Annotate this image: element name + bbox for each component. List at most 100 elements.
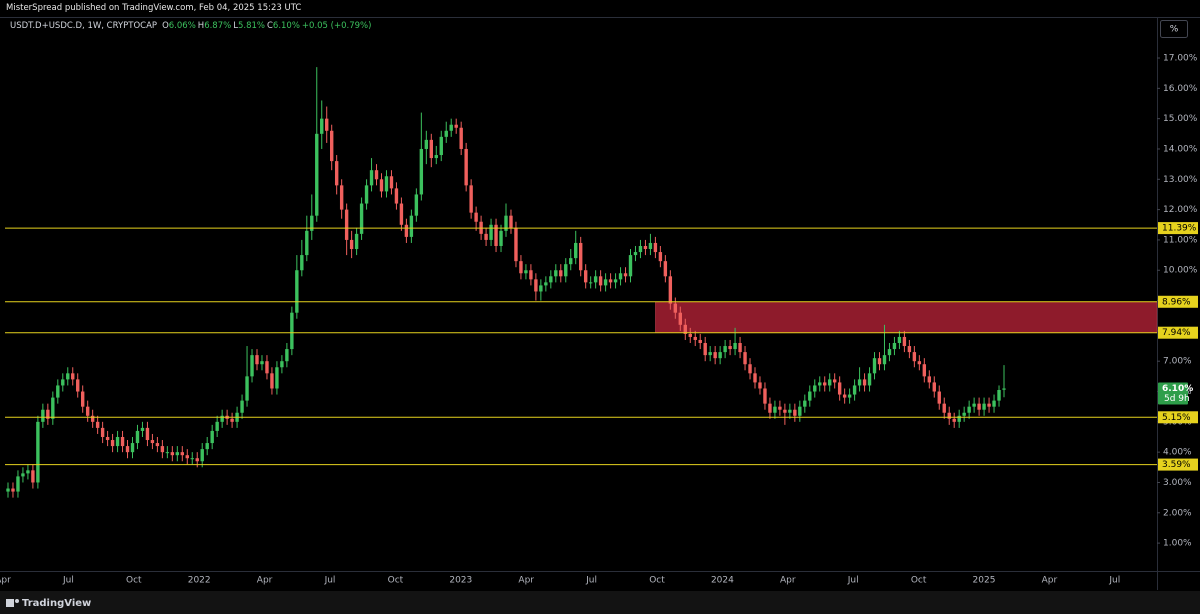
candle-body: [877, 358, 882, 365]
candle-body: [404, 224, 409, 237]
candle-body: [648, 242, 653, 250]
candle-body: [260, 361, 264, 365]
logo-mark: [6, 599, 14, 607]
candle-body: [823, 382, 827, 386]
candle-body: [210, 430, 214, 444]
x-tick-label: Oct: [649, 576, 665, 586]
x-tick-label: 2023: [449, 576, 472, 586]
candle-body: [773, 406, 777, 413]
candle-body: [300, 255, 304, 271]
candle-body: [424, 139, 429, 149]
candle-body: [524, 270, 528, 274]
scale-button-label[interactable]: %: [1170, 25, 1179, 35]
candle-body: [339, 185, 344, 210]
candle-body: [305, 230, 309, 256]
candle-body: [519, 261, 523, 274]
candle-body: [902, 336, 907, 347]
candle-body: [56, 385, 60, 398]
candle-body: [120, 436, 125, 447]
candle-body: [673, 303, 678, 313]
candle-body: [454, 124, 458, 128]
y-tick-label: 4.00%: [1163, 448, 1192, 458]
ohlc-value: 5.81%: [237, 21, 265, 31]
candle-body: [663, 261, 668, 277]
x-tick-label: Jul: [1108, 576, 1120, 586]
candle-body: [748, 364, 752, 374]
candle-body: [534, 279, 538, 292]
candle-body: [11, 488, 15, 492]
candle-body: [449, 124, 453, 131]
candle-body: [583, 270, 588, 283]
level-label: 3.59%: [1162, 460, 1191, 470]
y-tick-label: 7.00%: [1163, 357, 1192, 367]
candle-body: [638, 245, 643, 253]
candle-body: [897, 336, 902, 344]
candle-body: [439, 136, 443, 156]
candle-body: [71, 373, 75, 380]
candle-body: [733, 343, 737, 350]
candle-body: [892, 343, 897, 350]
candle-body: [514, 227, 518, 262]
candle-body: [579, 242, 583, 271]
countdown: 5d 9h: [1164, 394, 1190, 404]
candle-body: [384, 176, 389, 192]
candle-body: [125, 446, 130, 453]
candle-body: [36, 421, 40, 483]
publisher-line: MisterSpread published on TradingView.co…: [6, 3, 302, 13]
change: +0.05 (+0.79%): [301, 21, 372, 31]
candle-body: [922, 364, 927, 377]
y-tick-label: 13.00%: [1163, 175, 1198, 185]
candle-body: [837, 382, 842, 395]
candle-body: [170, 452, 175, 456]
candle-body: [354, 233, 359, 250]
y-tick-label: 12.00%: [1163, 205, 1198, 215]
candle-body: [564, 264, 568, 277]
symbol: USDT.D+USDC.D, 1W, CRYPTOCAP: [10, 21, 158, 31]
level-label: 7.94%: [1162, 328, 1191, 338]
candle-body: [947, 412, 951, 419]
x-tick-label: Oct: [911, 576, 927, 586]
x-tick-label: 2022: [188, 576, 211, 586]
candle-body: [489, 224, 493, 240]
candle-body: [574, 242, 578, 259]
candle-body: [95, 421, 100, 428]
scale-button[interactable]: [1160, 20, 1188, 38]
x-tick-label: Apr: [0, 576, 11, 586]
candle-body: [753, 373, 757, 383]
candle-body: [962, 412, 966, 416]
x-tick-label: Jul: [847, 576, 859, 586]
x-tick-label: Apr: [1042, 576, 1058, 586]
candle-body: [763, 388, 767, 404]
candle-body: [539, 285, 543, 292]
candle-body: [140, 427, 145, 431]
level-label: 5.15%: [1162, 413, 1191, 423]
candle-body: [285, 349, 289, 362]
ohlc-key: L: [233, 21, 238, 31]
candle-body: [698, 339, 702, 344]
candle-body: [76, 379, 80, 392]
candle-body: [110, 440, 115, 447]
candle-body: [379, 179, 384, 192]
candle-body: [598, 276, 603, 286]
candle-body: [265, 361, 269, 374]
candle-body: [290, 312, 294, 350]
candle-body: [554, 270, 558, 277]
candle-body: [544, 282, 548, 286]
candle-body: [593, 276, 598, 283]
y-tick-label: 2.00%: [1163, 508, 1192, 518]
candle-body: [349, 239, 354, 250]
candle-body: [942, 403, 946, 413]
candle-body: [708, 352, 712, 356]
candle-body: [832, 379, 837, 383]
candle-body: [469, 185, 473, 213]
candle-body: [653, 242, 658, 253]
candle-body: [668, 276, 673, 304]
ohlc-value: 6.10%: [272, 21, 300, 31]
candle-body: [613, 279, 618, 283]
candle-body: [982, 403, 986, 410]
candle-body: [658, 252, 663, 262]
candle-body: [847, 394, 852, 398]
candle-body: [41, 409, 45, 422]
